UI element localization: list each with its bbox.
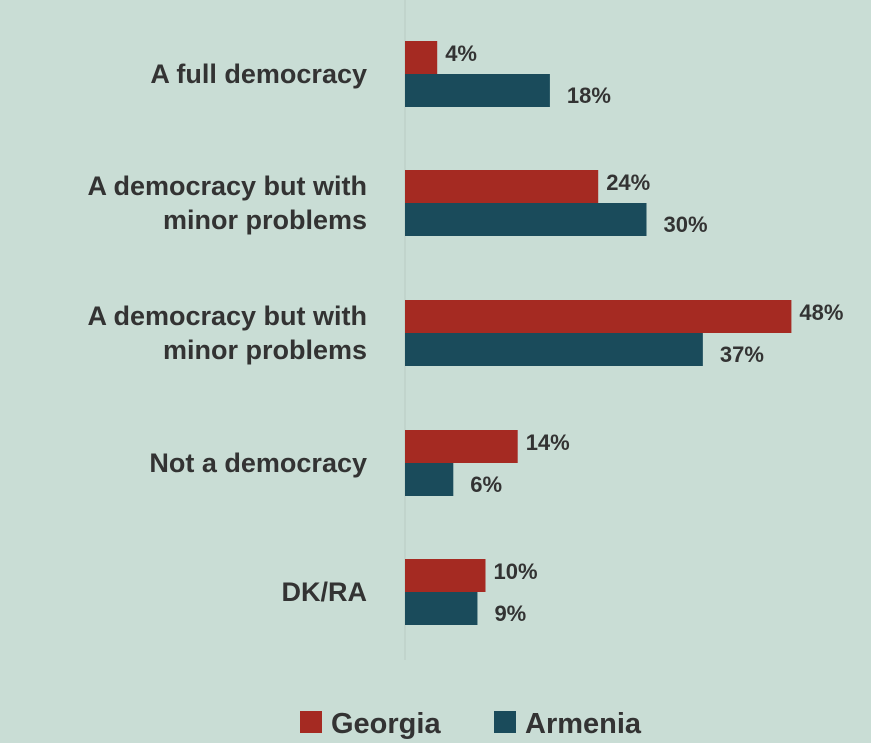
category-label-line: Not a democracy — [149, 448, 367, 478]
category-label: DK/RA — [282, 577, 368, 607]
data-label-georgia: 14% — [526, 430, 570, 455]
data-label-georgia: 4% — [445, 41, 477, 66]
bar-armenia — [405, 333, 703, 366]
data-label-georgia: 24% — [606, 170, 650, 195]
data-label-armenia: 9% — [494, 601, 526, 626]
legend-label-georgia: Georgia — [331, 708, 441, 740]
bar-armenia — [405, 463, 454, 496]
category-labels: A full democracy A democracy but with mino… — [87, 59, 367, 607]
legend-swatch-armenia — [494, 711, 516, 733]
bar-armenia — [405, 592, 478, 625]
category-label: A democracy but with minor problems — [87, 171, 367, 235]
category-label-line: A full democracy — [150, 59, 367, 89]
data-label-armenia: 18% — [567, 83, 611, 108]
category-label: A full democracy — [150, 59, 367, 89]
bar-armenia — [405, 203, 647, 236]
bar-georgia — [405, 300, 792, 333]
bar-georgia — [405, 170, 599, 203]
data-label-armenia: 6% — [470, 472, 502, 497]
bar-georgia — [405, 559, 486, 592]
bar-georgia — [405, 41, 438, 74]
data-label-georgia: 10% — [494, 559, 538, 584]
legend-label-armenia: Armenia — [525, 708, 642, 740]
data-label-armenia: 37% — [720, 342, 764, 367]
legend: Georgia Armenia — [300, 708, 642, 740]
category-label-line: minor problems — [163, 205, 367, 235]
category-label-line: minor problems — [163, 335, 367, 365]
data-label-armenia: 30% — [664, 212, 708, 237]
category-label-line: DK/RA — [282, 577, 368, 607]
data-label-georgia: 48% — [799, 300, 843, 325]
legend-swatch-georgia — [300, 711, 322, 733]
category-label: A democracy but with minor problems — [87, 301, 367, 365]
category-label: Not a democracy — [149, 448, 367, 478]
bars — [405, 41, 792, 625]
bar-georgia — [405, 430, 518, 463]
category-label-line: A democracy but with — [87, 301, 367, 331]
bar-armenia — [405, 74, 550, 107]
category-label-line: A democracy but with — [87, 171, 367, 201]
value-labels: 4% 18% 24% 30% 48% 37% 14% 6% 10% 9% — [445, 41, 843, 626]
